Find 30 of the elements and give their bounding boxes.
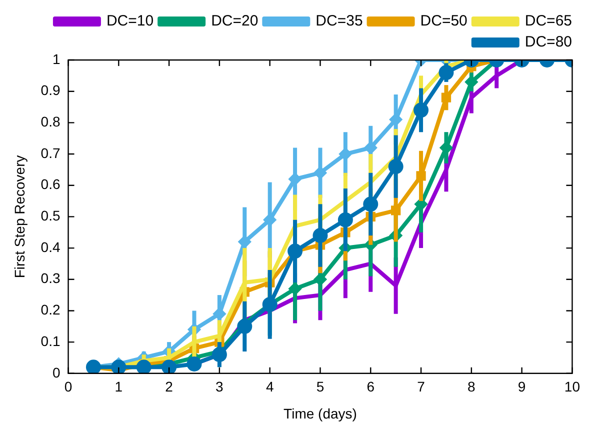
y-tick-label: 0 xyxy=(52,364,60,380)
y-tick-label: 0.3 xyxy=(40,270,60,286)
y-tick-label: 0.6 xyxy=(40,176,60,192)
y-tick-label: 0.2 xyxy=(40,302,60,318)
x-tick-label: 5 xyxy=(316,378,324,395)
y-tick-label: 0.9 xyxy=(40,82,60,98)
y-tick-label: 0.7 xyxy=(40,144,60,161)
x-tick-label: 0 xyxy=(64,378,72,395)
y-tick-label: 0.4 xyxy=(40,238,60,255)
legend-label: DC=10 xyxy=(106,12,154,30)
x-axis-title: Time (days) xyxy=(284,405,357,422)
x-tick-label: 9 xyxy=(518,378,526,395)
x-tick-label: 8 xyxy=(468,378,476,395)
legend-label: DC=35 xyxy=(316,12,363,30)
x-tick-label: 7 xyxy=(417,378,426,395)
x-tick-label: 6 xyxy=(366,378,375,395)
legend-label: DC=80 xyxy=(524,34,572,51)
x-tick-label: 2 xyxy=(165,378,174,395)
y-tick-label: 1 xyxy=(52,50,60,67)
y-tick-label: 0.5 xyxy=(40,208,60,224)
x-tick-label: 1 xyxy=(114,378,123,395)
y-tick-label: 0.1 xyxy=(40,332,60,349)
legend-label: DC=65 xyxy=(524,12,572,30)
legend-label: DC=20 xyxy=(211,12,258,30)
legend-label: DC=50 xyxy=(420,12,468,30)
y-axis-title: First Step Recovery xyxy=(11,155,28,278)
y-tick-label: 0.8 xyxy=(40,114,60,130)
x-tick-label: 10 xyxy=(564,378,580,395)
x-tick-label: 3 xyxy=(216,378,224,395)
x-tick-label: 4 xyxy=(266,378,274,395)
